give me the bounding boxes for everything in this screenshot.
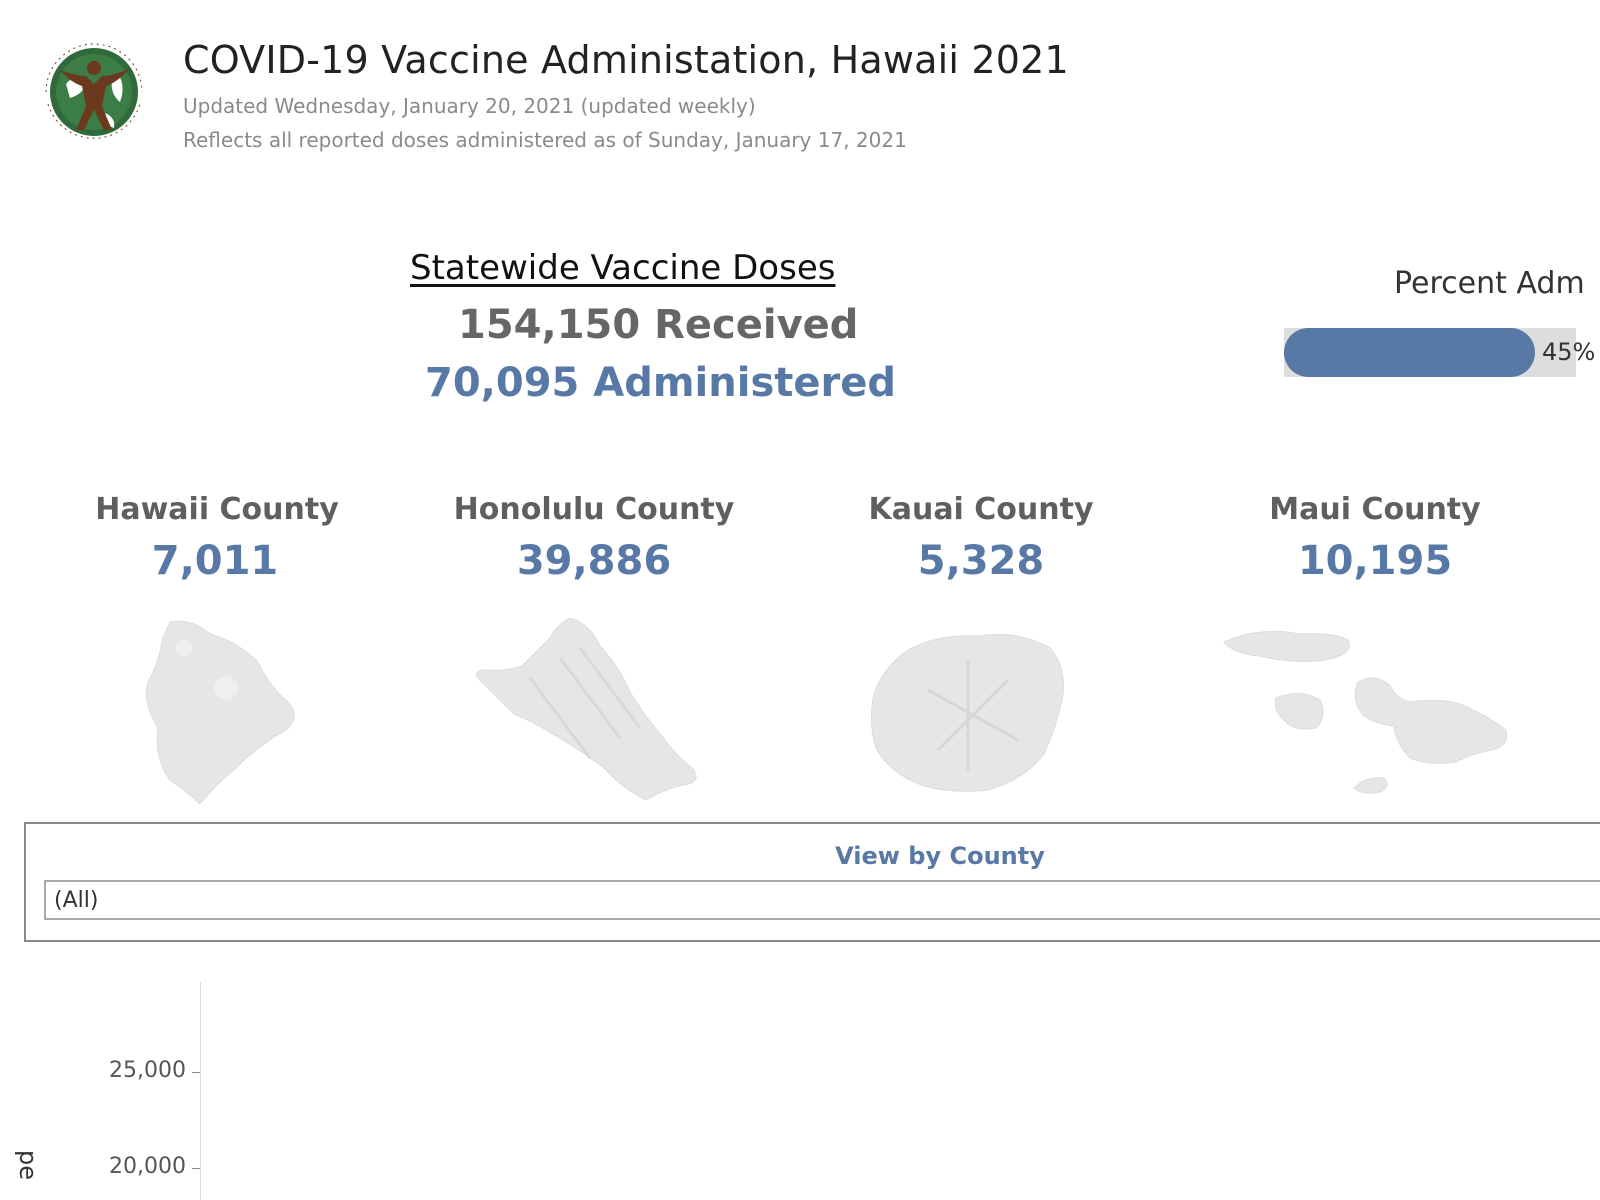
department-of-health-logo — [26, 24, 162, 160]
county-filter-label: View by County — [835, 842, 1045, 870]
county-value-kauai[interactable]: 5,328 — [917, 538, 1045, 584]
statewide-heading: Statewide Vaccine Doses — [410, 248, 836, 288]
y-tick-mark-20000 — [192, 1168, 200, 1169]
chart-y-axis-label: pe — [14, 1150, 42, 1180]
data-as-of-date: Reflects all reported doses administered… — [183, 128, 907, 152]
page-title: COVID-19 Vaccine Administation, Hawaii 2… — [183, 38, 1069, 82]
chart-y-axis-line — [200, 982, 201, 1200]
county-name-hawaii: Hawaii County — [95, 492, 339, 527]
maui-county-islands-map[interactable] — [1220, 626, 1510, 798]
percent-administered-bar[interactable]: 45% — [1284, 328, 1595, 377]
hawaii-island-map[interactable] — [140, 618, 310, 804]
doses-administered: 70,095 Administered — [425, 360, 896, 406]
county-filter-panel — [24, 822, 1600, 942]
percent-administered-label: Percent Adm — [1394, 266, 1585, 301]
y-tick-label-20000: 20,000 — [109, 1154, 186, 1179]
kauai-island-map[interactable] — [868, 630, 1068, 794]
county-value-hawaii[interactable]: 7,011 — [151, 538, 279, 584]
county-value-maui[interactable]: 10,195 — [1297, 538, 1453, 584]
county-name-maui: Maui County — [1269, 492, 1481, 527]
percent-administered-fill — [1284, 328, 1535, 377]
county-name-kauai: Kauai County — [868, 492, 1094, 527]
county-filter-selected-value: (All) — [54, 888, 99, 913]
y-tick-mark-25000 — [192, 1072, 200, 1073]
percent-administered-value: 45% — [1542, 338, 1596, 366]
doses-received: 154,150 Received — [458, 302, 859, 348]
y-tick-label-25000: 25,000 — [109, 1058, 186, 1083]
county-name-honolulu: Honolulu County — [453, 492, 735, 527]
updated-date: Updated Wednesday, January 20, 2021 (upd… — [183, 94, 756, 118]
oahu-island-map[interactable] — [470, 618, 706, 800]
county-value-honolulu[interactable]: 39,886 — [516, 538, 672, 584]
county-filter-dropdown[interactable]: (All) — [44, 880, 1600, 920]
